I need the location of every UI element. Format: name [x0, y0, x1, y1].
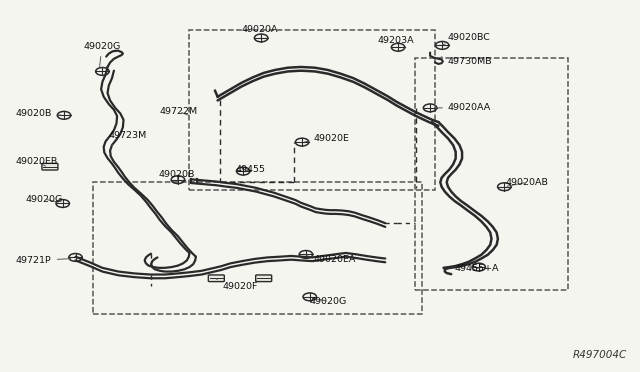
Text: 49020EA: 49020EA — [306, 255, 356, 264]
Bar — [415, 58, 568, 290]
Text: R497004C: R497004C — [573, 350, 627, 360]
Text: 49722M: 49722M — [160, 107, 198, 116]
Bar — [93, 182, 422, 314]
Text: 49721P: 49721P — [16, 256, 71, 265]
Text: 49020B: 49020B — [16, 109, 61, 118]
FancyBboxPatch shape — [42, 163, 58, 170]
Bar — [189, 30, 435, 190]
Text: 49203A: 49203A — [378, 36, 414, 45]
Text: 49020BC: 49020BC — [443, 33, 491, 45]
Text: 49020E: 49020E — [305, 134, 349, 143]
Text: 49020G: 49020G — [26, 195, 63, 203]
Text: 49455+A: 49455+A — [454, 264, 499, 273]
Text: 49723M: 49723M — [109, 131, 147, 145]
FancyBboxPatch shape — [209, 275, 225, 282]
Text: 49020G: 49020G — [83, 42, 120, 68]
FancyBboxPatch shape — [255, 275, 272, 282]
Text: 49020EB: 49020EB — [16, 157, 58, 166]
Text: 49455: 49455 — [236, 165, 266, 174]
Text: 49020AB: 49020AB — [506, 178, 548, 187]
Text: 49730MB: 49730MB — [441, 57, 493, 66]
Text: 49020AA: 49020AA — [435, 103, 492, 112]
Text: 49020G: 49020G — [310, 297, 347, 306]
Text: 49020F: 49020F — [216, 279, 258, 291]
Text: 49020B: 49020B — [159, 170, 195, 180]
Text: 49020A: 49020A — [242, 25, 278, 37]
